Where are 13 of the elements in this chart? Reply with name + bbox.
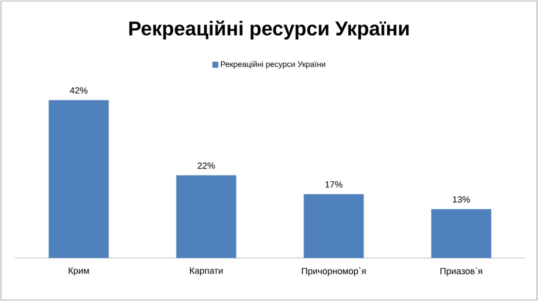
- chart-title: Рекреаційні ресурси України: [129, 20, 409, 40]
- x-tick-label: Приазов`я: [440, 268, 482, 276]
- data-label: 13%: [452, 196, 470, 203]
- x-tick-label: Крим: [68, 268, 89, 276]
- bar: [48, 100, 109, 258]
- bar: [431, 209, 492, 258]
- x-tick-label: Карпати: [190, 268, 223, 276]
- x-tick-label: Причорномор`я: [302, 268, 366, 276]
- data-label: 17%: [325, 181, 342, 188]
- data-label: 42%: [70, 87, 88, 94]
- data-label: 22%: [198, 162, 215, 169]
- bar: [176, 175, 236, 258]
- bar: [304, 194, 364, 258]
